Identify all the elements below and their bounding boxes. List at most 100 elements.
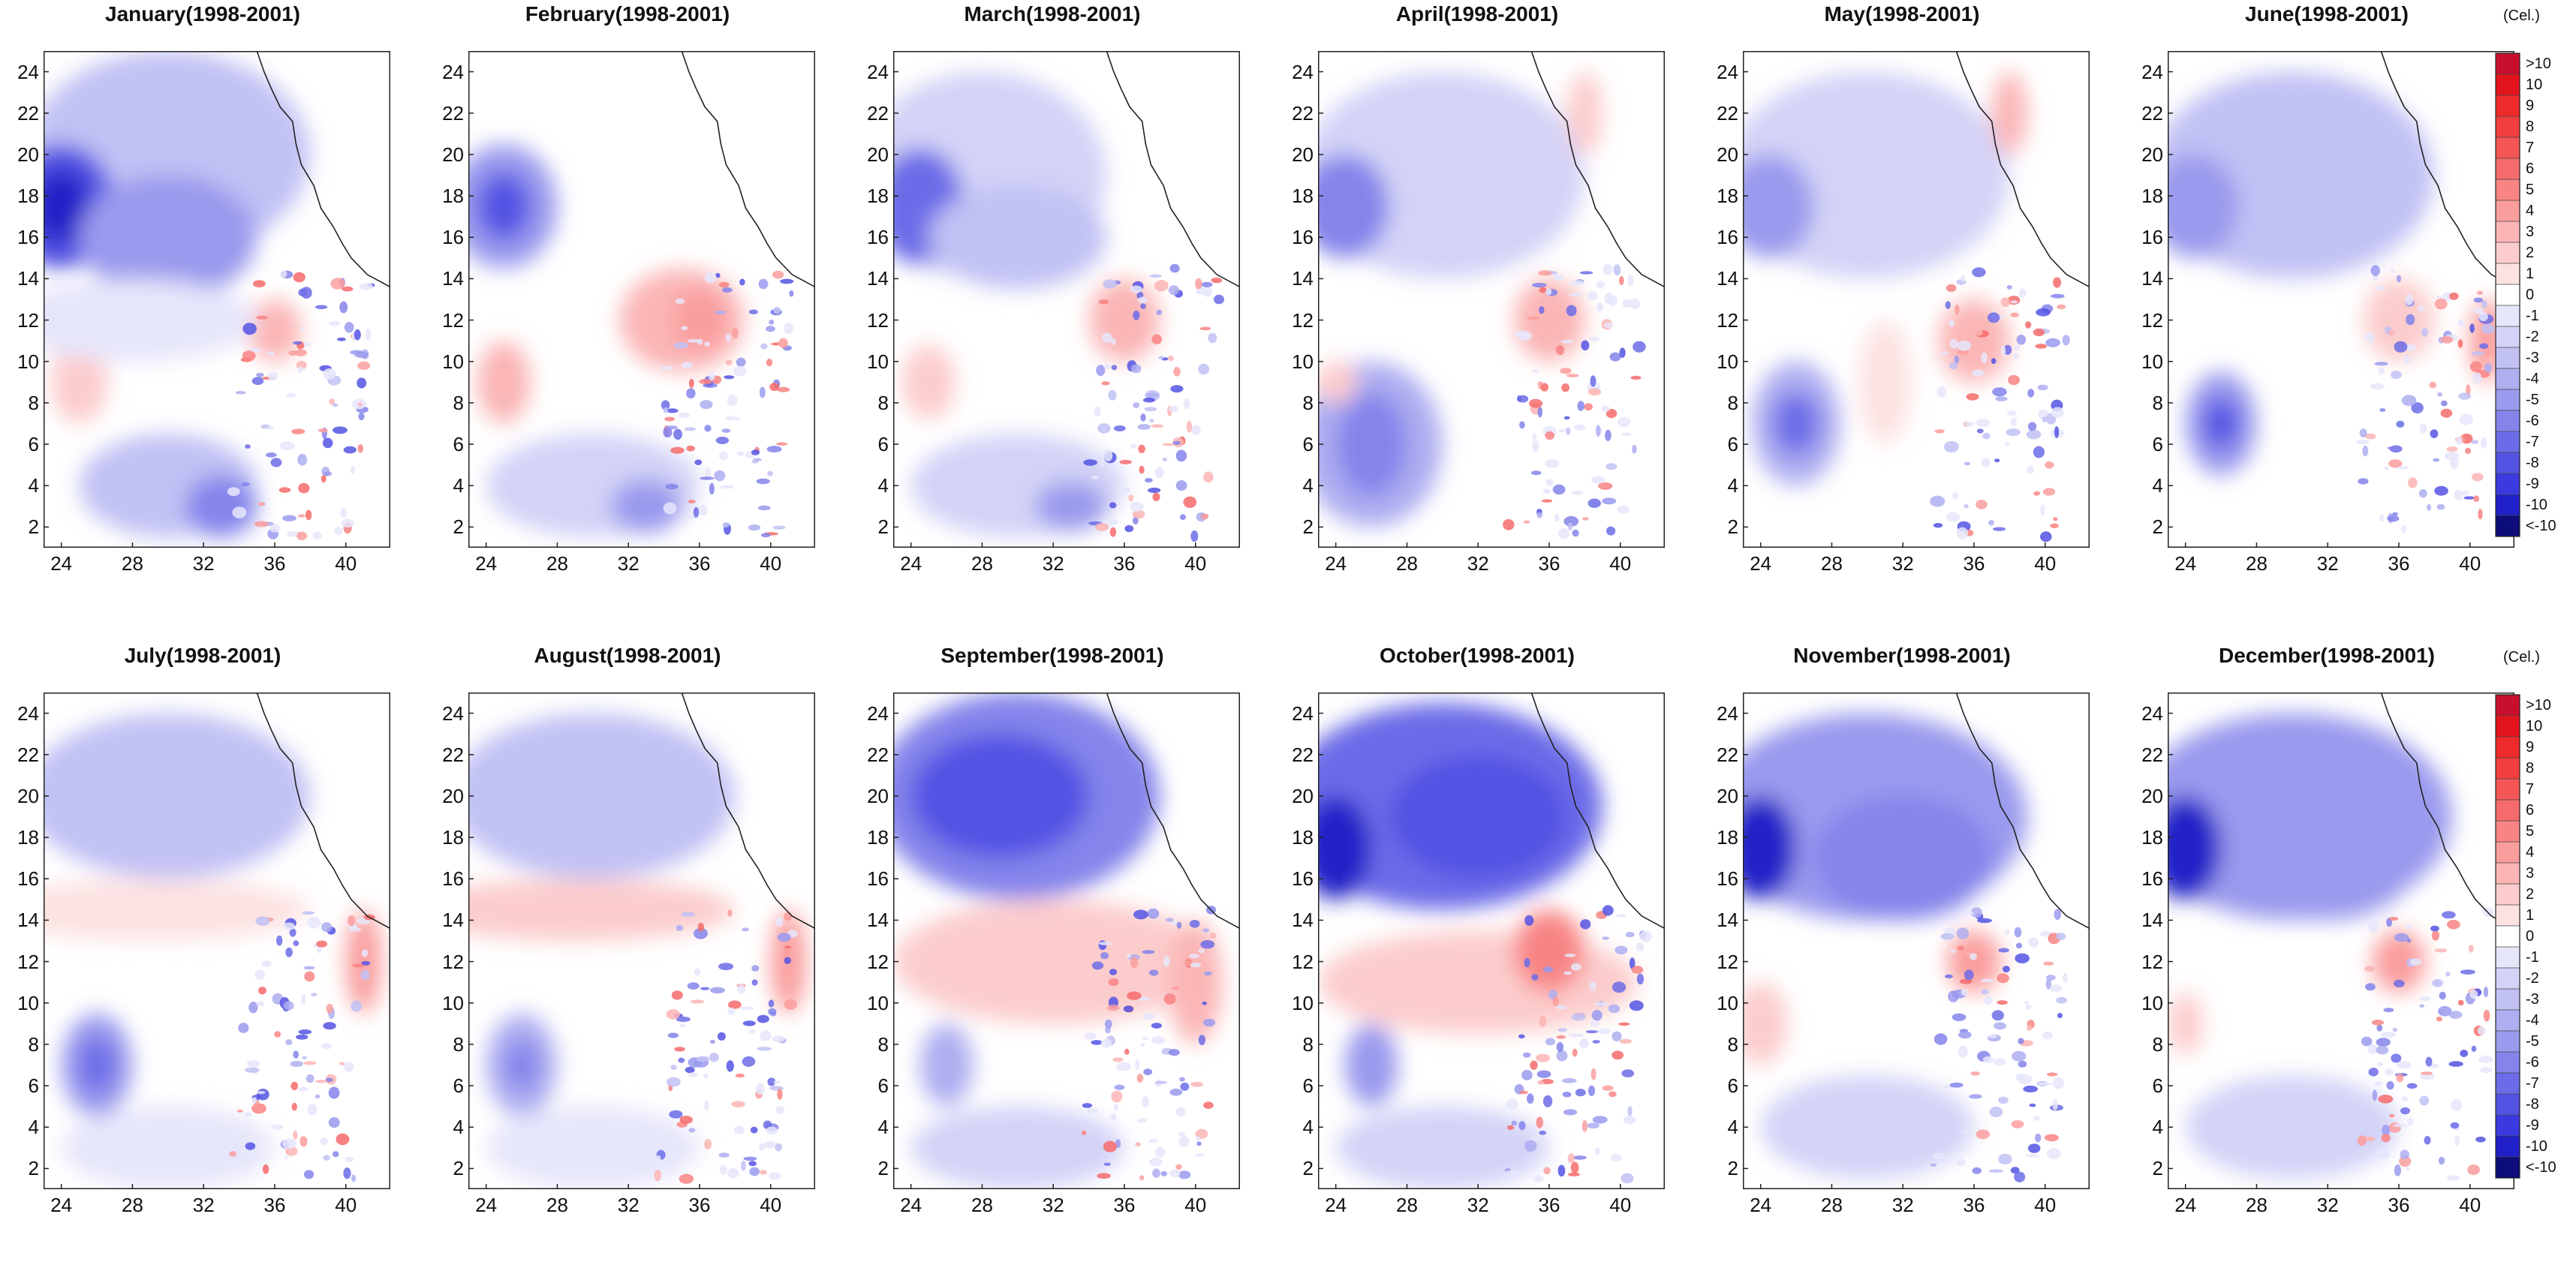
y-tick-label: 2 (28, 1157, 39, 1180)
anomaly-region (901, 344, 955, 419)
y-tick-label: 24 (442, 702, 464, 725)
anomaly-region (1743, 795, 1797, 900)
anomaly-region (1991, 71, 2028, 155)
y-tick-label: 20 (1717, 784, 1738, 807)
y-tick-label: 20 (867, 143, 889, 166)
y-tick-label: 2 (1727, 1157, 1738, 1180)
y-tick-label: 4 (877, 1116, 889, 1139)
anomaly-region (910, 734, 1089, 858)
y-tick-label: 10 (1717, 350, 1738, 373)
highland-speckle (1930, 267, 2070, 542)
y-tick-label: 18 (1717, 185, 1738, 208)
x-tick-label: 24 (900, 552, 922, 575)
x-tick-label: 40 (2459, 1194, 2481, 1216)
x-tick-label: 40 (760, 1194, 782, 1216)
coastline (256, 693, 390, 930)
map-svg (2168, 51, 2514, 548)
y-tick-label: 2 (2152, 1157, 2163, 1180)
anomaly-region (1318, 154, 1389, 258)
y-tick-label: 12 (17, 308, 39, 332)
y-tick-label: 2 (453, 1157, 464, 1180)
anomaly-region (61, 1106, 275, 1189)
y-tick-label: 4 (28, 474, 39, 497)
colorbar-label: 4 (2526, 203, 2535, 219)
colorbar-swatch (2496, 452, 2520, 473)
anomaly-region (910, 1106, 1124, 1189)
coastline (1530, 51, 1665, 288)
colorbar-label: -6 (2526, 413, 2539, 429)
panel-title: December(1998-2001) (2219, 644, 2435, 667)
y-tick-label: 16 (2141, 867, 2163, 891)
y-tick-label: 14 (2141, 267, 2163, 290)
y-tick-label: 24 (17, 60, 39, 83)
anomaly-region (44, 879, 311, 941)
colorbar-unit: (Cel.) (2503, 649, 2540, 666)
anomaly-region (44, 278, 257, 362)
colorbar-swatch (2496, 53, 2520, 74)
colorbar-label: 5 (2526, 182, 2535, 198)
coastline (256, 51, 390, 288)
colorbar-label: 8 (2526, 119, 2535, 135)
y-tick-label: 8 (2152, 391, 2163, 414)
colorbar-label: -4 (2526, 1012, 2539, 1029)
colorbar-swatch (2496, 221, 2520, 242)
y-tick-label: 24 (2141, 702, 2163, 725)
y-tick-label: 8 (2152, 1032, 2163, 1056)
coastline (1106, 51, 1240, 288)
x-tick-label: 36 (263, 1194, 286, 1216)
colorbar-label: -7 (2526, 434, 2539, 450)
x-tick-label: 28 (546, 552, 568, 575)
map-panel-apr: April(1998-2001) 24 22 20 18 16 14 12 10 8 6 4 2 24 28… (1274, 0, 1680, 593)
anomaly-region (79, 1038, 115, 1092)
anomaly-region (2168, 795, 2222, 900)
map-plot (1743, 693, 2090, 1189)
x-tick-label: 40 (1609, 1194, 1632, 1216)
highland-speckle (1504, 905, 1652, 1184)
y-tick-label: 12 (2141, 950, 2163, 973)
coastline (2380, 51, 2514, 288)
y-tick-label: 12 (17, 950, 39, 973)
y-tick-label: 18 (1292, 185, 1314, 208)
x-tick-label: 28 (2245, 552, 2268, 575)
colorbar-label: 9 (2526, 739, 2535, 756)
map-panel-mar: March(1998-2001) 24 22 20 18 16 14 12 10 8 6 4 2 24 28… (850, 0, 1255, 593)
map-svg (2168, 693, 2514, 1189)
y-tick-label: 24 (1717, 60, 1738, 83)
colorbar-swatch (2496, 305, 2520, 326)
x-tick-label: 28 (1820, 552, 1843, 575)
colorbar-label: -2 (2526, 329, 2539, 345)
anomaly-region (1760, 1075, 1974, 1179)
y-tick-label: 8 (453, 391, 464, 414)
y-tick-label: 4 (1302, 474, 1314, 497)
anomaly-region (1743, 982, 1788, 1065)
anomaly-region (79, 175, 257, 300)
colorbar-label: -5 (2526, 392, 2539, 408)
anomaly-region (2203, 398, 2239, 449)
colorbar-swatch (2496, 1115, 2520, 1136)
x-tick-label: 24 (2174, 1194, 2197, 1216)
y-tick-label: 16 (1292, 867, 1314, 891)
anomaly-region (1344, 1023, 1398, 1107)
x-tick-label: 28 (121, 1194, 143, 1216)
y-tick-label: 10 (1717, 991, 1738, 1014)
x-tick-label: 36 (1963, 1194, 1985, 1216)
colorbar-swatch (2496, 884, 2520, 905)
map-plot (468, 693, 815, 1189)
colorbar-unit: (Cel.) (2503, 8, 2540, 24)
colorbar-swatch (2496, 284, 2520, 305)
y-tick-label: 14 (1717, 267, 1738, 290)
x-tick-label: 24 (50, 552, 73, 575)
y-tick-label: 18 (867, 185, 889, 208)
x-tick-label: 36 (1538, 1194, 1560, 1216)
anomaly-region (468, 879, 736, 941)
colorbar-label: -6 (2526, 1054, 2539, 1071)
colorbar-swatch (2496, 842, 2520, 863)
highland-speckle (2357, 907, 2494, 1181)
map-panel-sep: September(1998-2001) 24 22 20 18 16 14 12 10 8 6 4 2… (850, 642, 1255, 1234)
y-tick-label: 6 (453, 1074, 464, 1098)
x-tick-label: 32 (192, 552, 215, 575)
y-tick-label: 4 (877, 474, 889, 497)
map-plot (44, 693, 390, 1189)
anomaly-region (1088, 278, 1160, 362)
map-plot (893, 51, 1240, 548)
